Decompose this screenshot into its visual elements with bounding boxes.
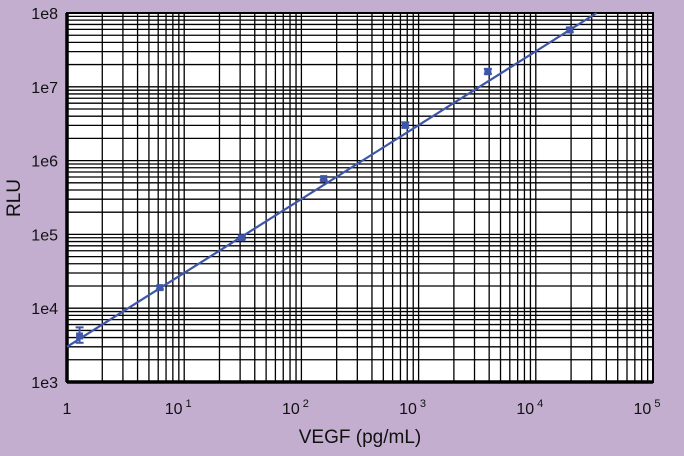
grid bbox=[65, 12, 654, 384]
fit-line-group bbox=[66, 12, 598, 348]
x-axis-label: VEGF (pg/mL) bbox=[299, 427, 421, 448]
y-tick-labels: 1e3 1e4 1e5 1e6 1e7 1e8 bbox=[31, 6, 58, 392]
data-point bbox=[401, 121, 409, 129]
y-tick-label: 1e6 bbox=[31, 154, 58, 171]
y-tick-label: 1e5 bbox=[31, 227, 58, 244]
data-point bbox=[76, 332, 84, 340]
data-point bbox=[320, 175, 328, 183]
y-tick-label: 1e3 bbox=[31, 375, 58, 392]
data-point bbox=[566, 26, 574, 34]
x-tick-label: 1 bbox=[63, 401, 72, 418]
x-tick-label: 10 4 bbox=[516, 398, 543, 418]
data-point bbox=[238, 234, 246, 242]
plot-area bbox=[67, 13, 653, 382]
y-axis-label: RLU bbox=[4, 179, 25, 217]
data-points bbox=[75, 26, 574, 344]
data-point bbox=[156, 284, 164, 292]
x-tick-label: 10 5 bbox=[634, 398, 661, 418]
x-tick-labels: 1 10 1 10 2 10 3 10 4 10 5 bbox=[63, 398, 661, 418]
x-tick-label: 10 3 bbox=[399, 398, 426, 418]
y-tick-label: 1e7 bbox=[31, 80, 58, 97]
x-tick-label: 10 2 bbox=[282, 398, 309, 418]
data-point bbox=[484, 68, 492, 76]
x-tick-label: 10 1 bbox=[165, 398, 192, 418]
fit-line bbox=[66, 12, 598, 348]
y-tick-label: 1e4 bbox=[31, 301, 58, 318]
y-tick-label: 1e8 bbox=[31, 6, 58, 23]
